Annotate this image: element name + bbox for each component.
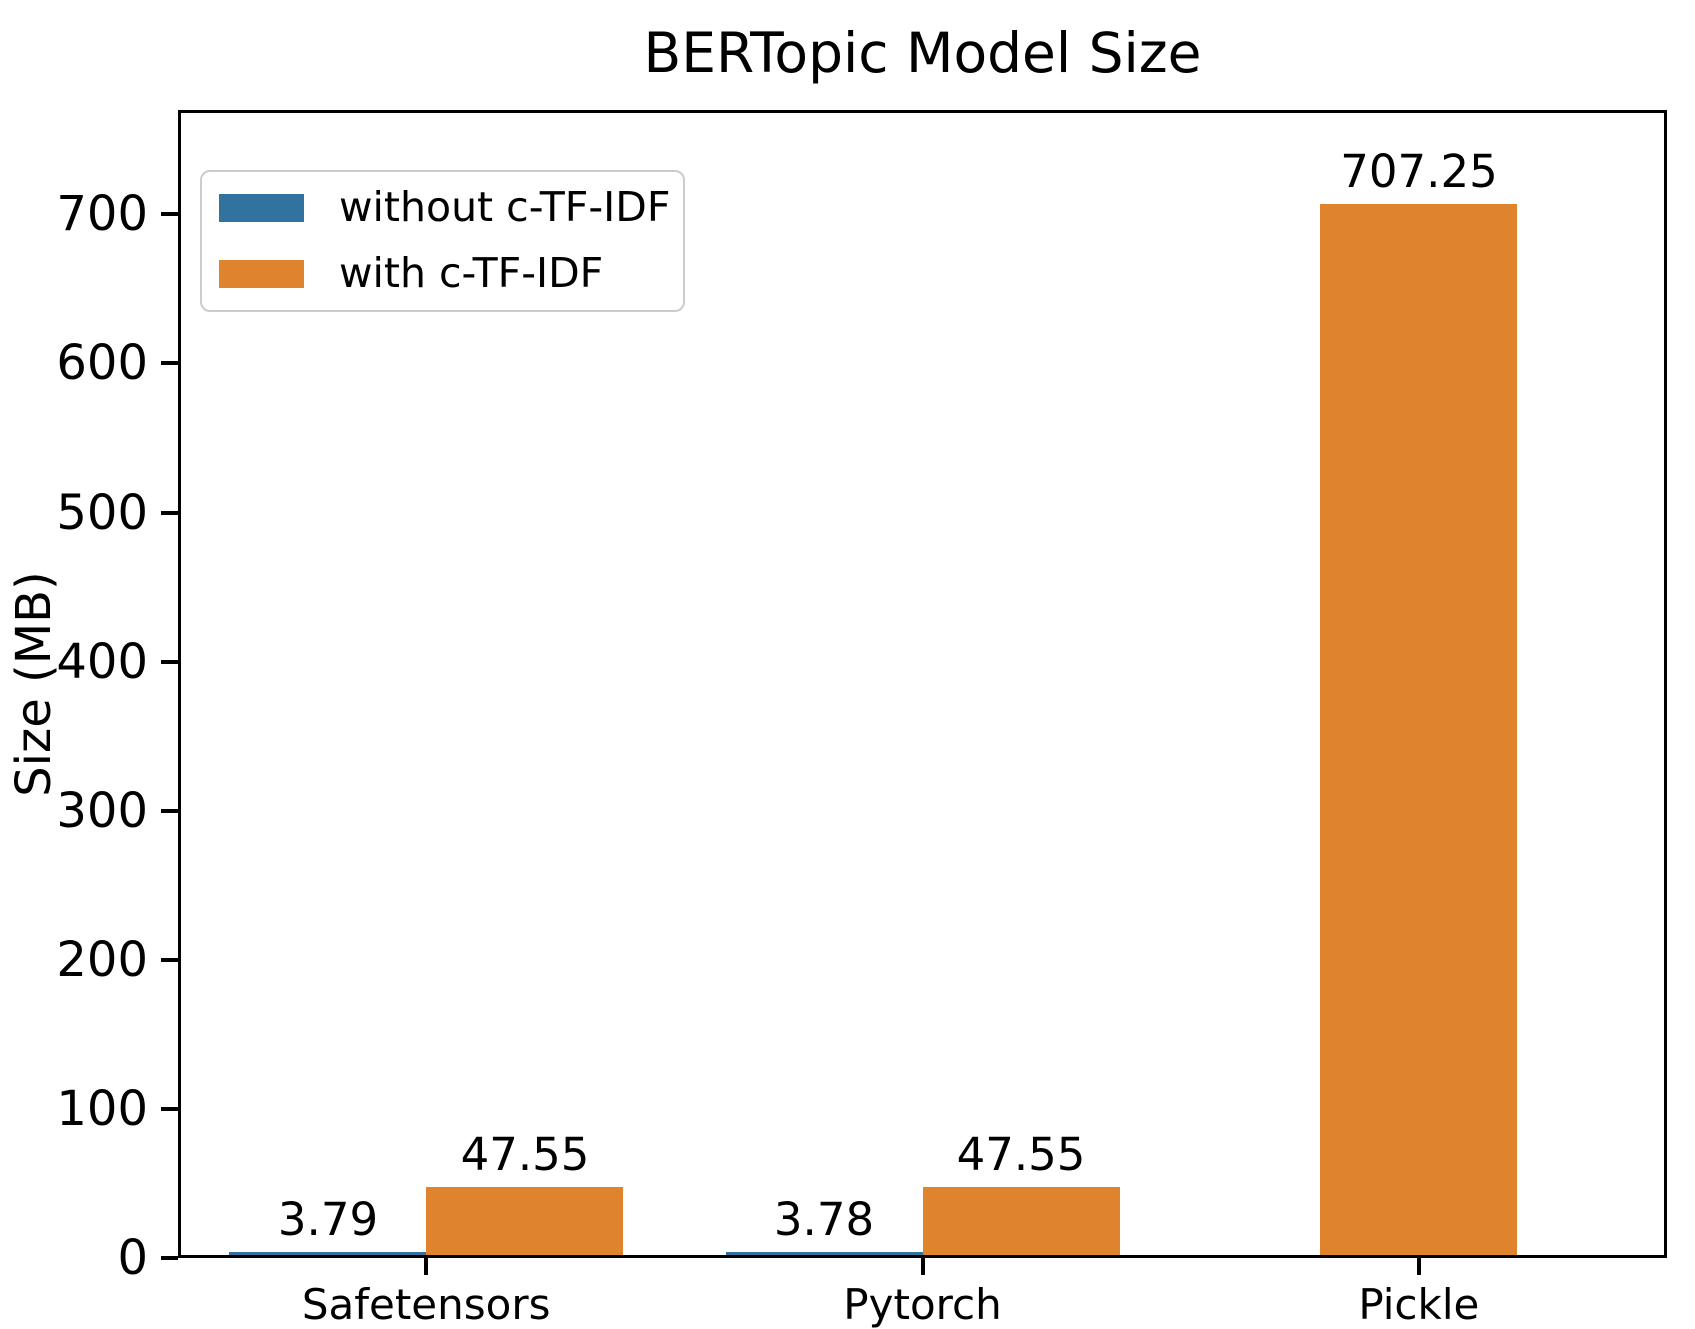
bar-value-label: 47.55 [460,1127,590,1181]
x-tick [920,1258,925,1275]
y-tick [161,659,178,664]
plot-area: without c-TF-IDF with c-TF-IDF 0 100 200 30… [56,110,1667,1328]
x-tick [424,1258,429,1275]
legend-item-with-ctfidf: with c-TF-IDF [219,246,665,302]
bar-value-label: 3.78 [773,1192,875,1246]
y-tick [161,1256,178,1260]
y-tick-label: 600 [56,335,148,392]
bar-pickle-1 [1320,204,1517,1258]
y-tick-label: 700 [56,186,148,243]
legend-swatch-without-ctfidf [219,194,304,222]
y-tick [161,957,178,962]
x-tick-label: Pytorch [843,1280,1002,1329]
bar-value-label: 707.25 [1340,144,1498,198]
y-tick-label: 300 [56,782,148,839]
y-tick-label: 500 [56,484,148,541]
y-tick [161,212,178,217]
x-tick-label: Pickle [1358,1280,1480,1329]
x-tick [1416,1258,1421,1275]
bar-safetensors-1 [426,1187,623,1258]
y-tick-label: 400 [56,633,148,690]
chart-title: BERTopic Model Size [643,21,1202,85]
y-tick [161,808,178,813]
legend-item-without-ctfidf: without c-TF-IDF [219,180,670,236]
y-tick [161,1106,178,1111]
bar-value-label: 47.55 [956,1127,1086,1181]
y-tick [161,510,178,515]
bar-value-label: 3.79 [277,1192,379,1246]
y-tick-label: 0 [117,1230,148,1286]
bar-pytorch-1 [923,1187,1120,1258]
legend-label-with-ctfidf: with c-TF-IDF [339,249,604,298]
legend-swatch-with-ctfidf [219,260,304,288]
y-tick-label: 200 [56,931,148,988]
x-tick-label: Safetensors [301,1280,551,1329]
y-tick-label: 100 [56,1080,148,1137]
bar-pytorch-0 [726,1252,923,1258]
legend: without c-TF-IDF with c-TF-IDF [200,170,685,312]
legend-label-without-ctfidf: without c-TF-IDF [339,183,671,232]
y-tick [161,361,178,366]
bar-safetensors-0 [229,1252,426,1258]
